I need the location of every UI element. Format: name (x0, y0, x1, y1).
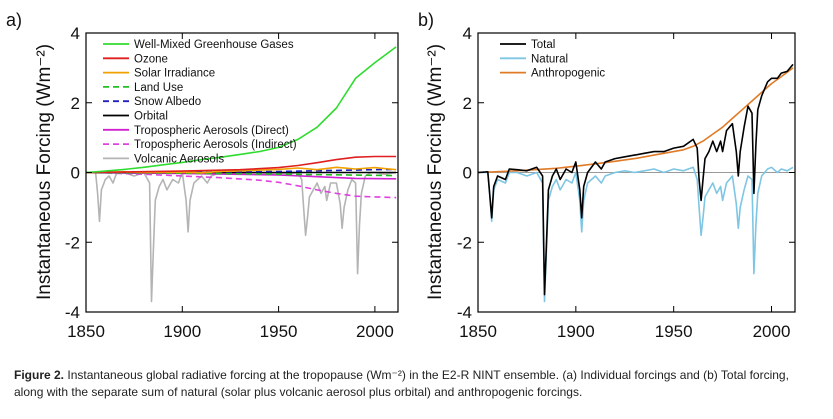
x-tick-label: 1900 (557, 322, 595, 341)
series-line-solar-irradiance (85, 166, 397, 174)
panel-label: b) (418, 10, 434, 30)
panel-a: a) Instantaneous Forcing (Wm⁻²) 1850 1900… (6, 10, 399, 341)
legend-label-land-use: Land Use (134, 82, 183, 94)
x-tick-label: 2000 (753, 322, 791, 341)
panel-b: b) Instantaneous Forcing (Wm⁻²) 1850 1900… (418, 10, 796, 341)
y-tick-label: -4 (65, 303, 80, 322)
legend-label-solar-irradiance: Solar Irradiance (134, 68, 215, 80)
series-line-tropospheric-aerosols-indirect (85, 171, 397, 199)
series-line-volcanic-aerosols (86, 171, 397, 303)
series-line-well-mixed-greenhouse-gases (85, 46, 397, 174)
y-tick-label: -2 (65, 233, 80, 252)
x-tick-label: 1950 (655, 322, 693, 341)
panel-label: a) (6, 10, 22, 30)
x-tick-label: 1900 (163, 322, 201, 341)
caption-label: Figure 2. (14, 368, 65, 382)
y-axis-label: Instantaneous Forcing (Wm⁻²) (34, 44, 55, 300)
legend-label-anthropogenic: Anthropogenic (531, 68, 605, 80)
x-tick-label: 2000 (356, 322, 394, 341)
y-axis-label: Instantaneous Forcing (Wm⁻²) (425, 44, 446, 300)
figure: a) Instantaneous Forcing (Wm⁻²) 1850 1900… (6, 10, 796, 341)
legend-label-orbital: Orbital (134, 111, 168, 123)
x-tick-label: 1850 (459, 322, 497, 341)
figure-caption: Figure 2. Instantaneous global radiative… (14, 367, 819, 401)
y-tick-label: 4 (463, 24, 472, 43)
x-tick-label: 1850 (67, 322, 105, 341)
series-line-total (477, 63, 794, 296)
series-lines (477, 63, 794, 303)
y-tick-label: -2 (457, 233, 472, 252)
y-tick-label: 0 (71, 164, 80, 183)
legend: Well-Mixed Greenhouse Gases Ozone Solar Ir… (103, 39, 297, 165)
legend: Total Natural Anthropogenic (500, 39, 605, 80)
y-tick-label: 2 (71, 94, 80, 113)
legend-label-ozone: Ozone (134, 53, 168, 65)
y-tick-label: -4 (457, 303, 472, 322)
series-line-ozone (85, 155, 397, 174)
legend-label-well-mixed-greenhouse-gases: Well-Mixed Greenhouse Gases (134, 39, 294, 51)
legend-label-natural: Natural (531, 53, 568, 65)
legend-label-total: Total (531, 39, 555, 51)
axis-ticks: 1850 1900 1950 2000 -4 -2 0 2 4 (457, 24, 795, 341)
x-tick-label: 1950 (260, 322, 298, 341)
y-tick-label: 2 (463, 94, 472, 113)
legend-label-tropospheric-aerosols-direct: Tropospheric Aerosols (Direct) (134, 125, 289, 137)
legend-label-volcanic-aerosols: Volcanic Aerosols (134, 153, 224, 165)
legend-label-tropospheric-aerosols-indirect: Tropospheric Aerosols (Indirect) (134, 139, 297, 151)
series-line-natural (478, 166, 794, 303)
y-tick-label: 0 (463, 164, 472, 183)
series-line-anthropogenic (477, 67, 794, 174)
caption-text: Instantaneous global radiative forcing a… (14, 368, 789, 399)
series-lines (85, 46, 397, 303)
y-tick-label: 4 (71, 24, 80, 43)
axis-ticks: 1850 1900 1950 2000 -4 -2 0 2 4 (65, 24, 398, 341)
legend-label-snow-albedo: Snow Albedo (134, 96, 201, 108)
